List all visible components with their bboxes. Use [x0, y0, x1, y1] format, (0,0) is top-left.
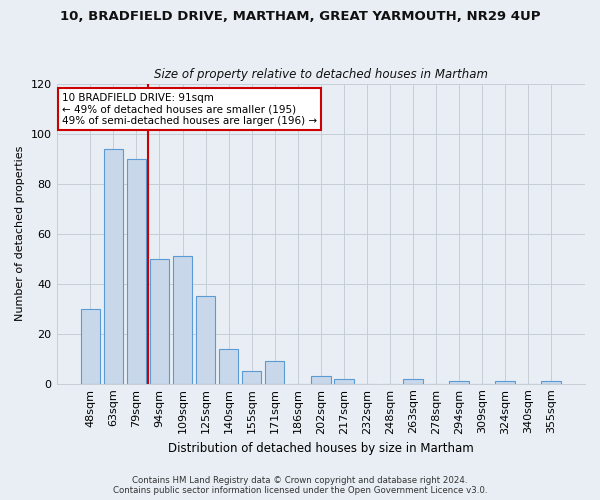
Bar [311, 376, 331, 384]
Bar [496, 381, 515, 384]
Text: Contains HM Land Registry data © Crown copyright and database right 2024.
Contai: Contains HM Land Registry data © Crown c… [113, 476, 487, 495]
Bar [104, 148, 123, 384]
Title: Size of property relative to detached houses in Martham: Size of property relative to detached ho… [154, 68, 488, 81]
Bar [173, 256, 193, 384]
Bar [127, 158, 146, 384]
X-axis label: Distribution of detached houses by size in Martham: Distribution of detached houses by size … [168, 442, 473, 455]
Bar [149, 258, 169, 384]
Y-axis label: Number of detached properties: Number of detached properties [15, 146, 25, 322]
Bar [242, 371, 262, 384]
Bar [219, 348, 238, 384]
Bar [541, 381, 561, 384]
Bar [196, 296, 215, 384]
Bar [334, 378, 353, 384]
Text: 10 BRADFIELD DRIVE: 91sqm
← 49% of detached houses are smaller (195)
49% of semi: 10 BRADFIELD DRIVE: 91sqm ← 49% of detac… [62, 92, 317, 126]
Bar [403, 378, 423, 384]
Bar [80, 308, 100, 384]
Text: 10, BRADFIELD DRIVE, MARTHAM, GREAT YARMOUTH, NR29 4UP: 10, BRADFIELD DRIVE, MARTHAM, GREAT YARM… [60, 10, 540, 23]
Bar [449, 381, 469, 384]
Bar [265, 361, 284, 384]
